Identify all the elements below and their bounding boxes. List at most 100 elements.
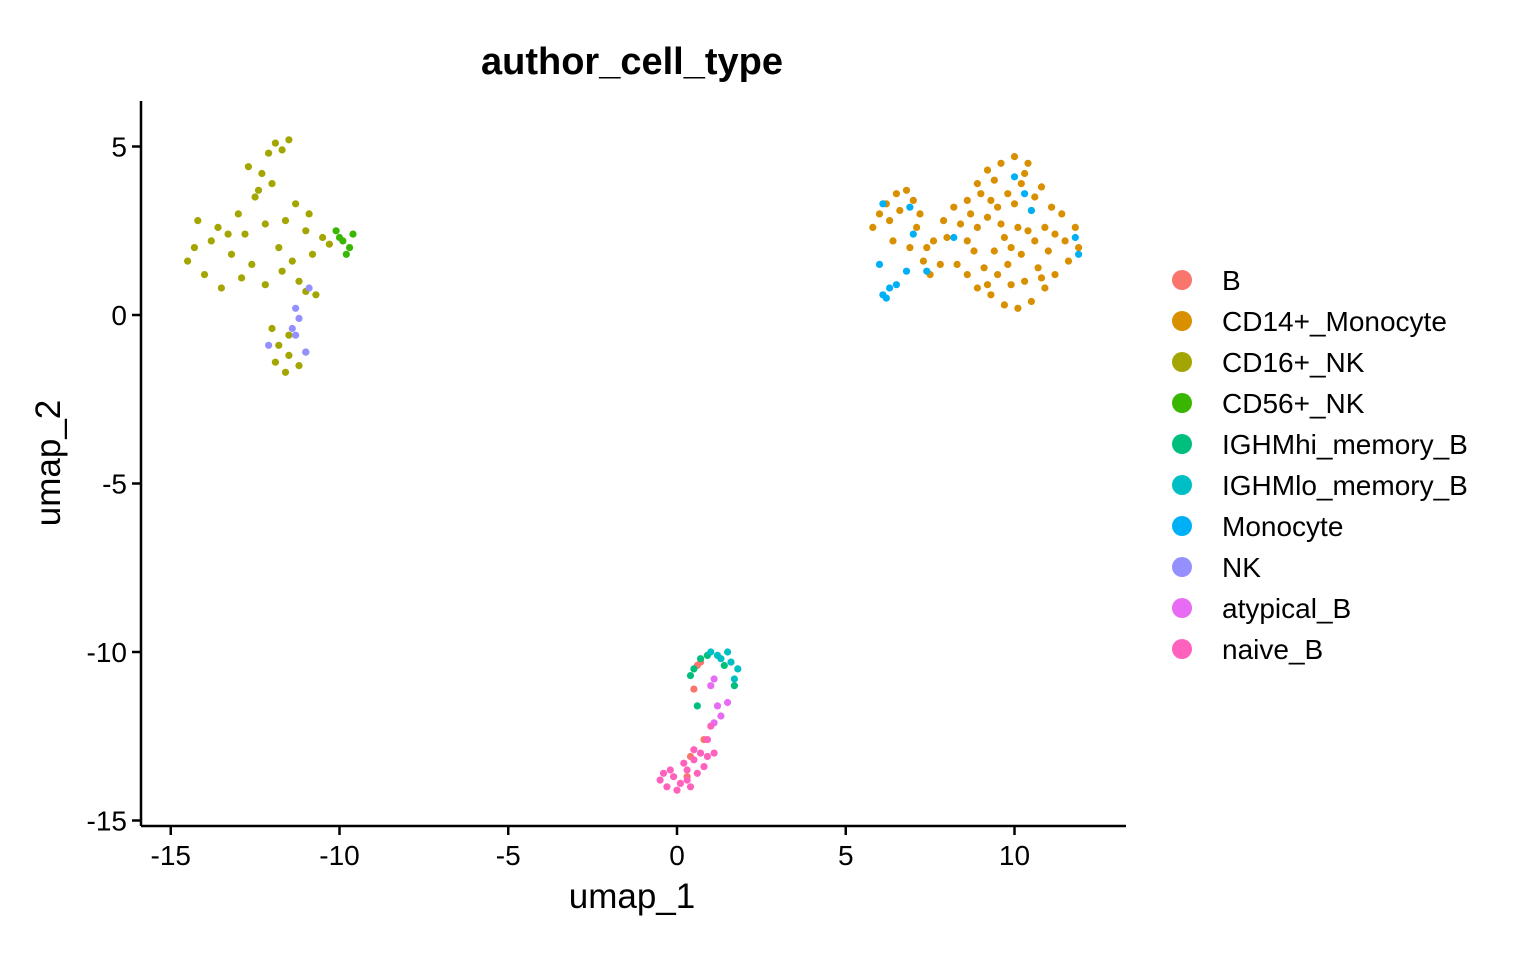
point-naive-b: [703, 736, 712, 744]
point-atypical-b: [710, 675, 718, 683]
points-layer: [184, 136, 1083, 794]
point-cd16-nk: [278, 146, 286, 154]
point-cd16-nk: [241, 230, 249, 238]
point-naive-b: [683, 776, 691, 784]
point-nk: [295, 314, 303, 322]
point-cd14-monocyte: [973, 180, 982, 188]
point-cd14-monocyte: [990, 247, 998, 255]
point-monocyte: [879, 200, 887, 208]
legend-label-monocyte: Monocyte: [1222, 511, 1343, 542]
point-cd56-nk: [349, 230, 357, 238]
point-cd16-nk: [281, 217, 290, 225]
legend-key-atypical-b: [1172, 598, 1192, 618]
point-cd14-monocyte: [1000, 301, 1009, 309]
point-cd14-monocyte: [1017, 250, 1025, 258]
point-cd14-monocyte: [983, 281, 992, 289]
point-cd14-monocyte: [1031, 193, 1039, 201]
point-cd16-nk: [261, 281, 269, 289]
point-naive-b: [700, 763, 708, 771]
point-naive-b: [697, 749, 705, 757]
legend-label-cd16-nk: CD16+_NK: [1222, 347, 1365, 378]
point-cd16-nk: [238, 274, 246, 282]
point-naive-b: [710, 749, 718, 757]
point-cd14-monocyte: [886, 217, 894, 225]
point-cd14-monocyte: [1071, 223, 1079, 231]
point-cd16-nk: [319, 233, 327, 242]
x-tick-label: 10: [999, 840, 1030, 871]
legend-key-cd14-monocyte: [1172, 311, 1192, 331]
point-cd16-nk: [261, 220, 269, 228]
point-cd14-monocyte: [970, 247, 978, 255]
point-cd16-nk: [295, 277, 303, 285]
point-cd14-monocyte: [963, 196, 971, 204]
point-naive-b: [666, 766, 674, 774]
point-ighmlo-memory-b: [707, 648, 715, 656]
point-monocyte: [950, 233, 958, 242]
point-cd16-nk: [285, 351, 293, 359]
point-nk: [302, 348, 310, 356]
y-tick-label: -15: [87, 806, 127, 837]
y-tick-label: -10: [87, 637, 127, 668]
point-monocyte: [1071, 233, 1079, 242]
legend-key-monocyte: [1172, 516, 1192, 536]
x-tick-label: -5: [496, 840, 521, 871]
point-ighmlo-memory-b: [730, 675, 739, 683]
point-cd14-monocyte: [953, 260, 961, 268]
point-atypical-b: [717, 712, 725, 720]
point-naive-b: [683, 766, 691, 774]
point-cd14-monocyte: [902, 186, 911, 194]
point-cd16-nk: [200, 271, 209, 279]
point-cd14-monocyte: [936, 260, 944, 268]
point-cd16-nk: [258, 169, 266, 178]
point-cd14-monocyte: [994, 271, 1002, 279]
point-cd14-monocyte: [994, 203, 1002, 211]
x-axis-ticks: -15 -10 -5 0 5 10: [151, 826, 1030, 871]
point-naive-b: [659, 769, 668, 777]
point-cd14-monocyte: [983, 213, 992, 221]
point-cd14-monocyte: [1010, 200, 1019, 208]
point-monocyte: [1021, 190, 1029, 198]
point-cd14-monocyte: [1017, 180, 1025, 188]
point-ighmlo-memory-b: [724, 648, 732, 656]
point-nk: [265, 341, 273, 349]
point-naive-b: [670, 773, 678, 781]
y-axis-ticks: 5 0 -5 -10 -15: [87, 132, 141, 837]
point-naive-b: [690, 756, 698, 764]
point-naive-b: [676, 779, 685, 788]
point-cd16-nk: [227, 250, 236, 258]
point-cd14-monocyte: [967, 210, 975, 218]
point-monocyte: [1075, 250, 1083, 258]
point-cd14-monocyte: [977, 190, 985, 198]
point-cd14-monocyte: [909, 196, 917, 204]
point-cd14-monocyte: [1021, 277, 1029, 285]
point-atypical-b: [724, 698, 732, 707]
point-cd16-nk: [224, 230, 232, 238]
point-b: [690, 685, 698, 693]
point-cd16-nk: [305, 210, 313, 218]
legend-key-naive-b: [1172, 639, 1192, 659]
point-cd14-monocyte: [875, 210, 884, 218]
point-cd14-monocyte: [1010, 153, 1019, 161]
point-cd14-monocyte: [1007, 281, 1015, 289]
point-naive-b: [663, 783, 671, 791]
point-cd14-monocyte: [1075, 244, 1083, 252]
point-ighmlo-memory-b: [734, 665, 742, 673]
point-cd16-nk: [292, 200, 300, 208]
point-cd16-nk: [275, 244, 283, 252]
y-tick-label: -5: [102, 469, 127, 500]
point-cd16-nk: [265, 149, 273, 157]
point-cd14-monocyte: [983, 166, 992, 174]
point-cd16-nk: [285, 136, 293, 144]
point-cd16-nk: [281, 368, 290, 376]
point-cd14-monocyte: [1061, 237, 1069, 245]
point-ighmhi-memory-b: [697, 655, 705, 663]
point-cd14-monocyte: [1007, 244, 1015, 252]
point-cd16-nk: [268, 324, 276, 333]
point-cd56-nk: [332, 227, 340, 235]
point-cd16-nk: [194, 217, 202, 225]
x-axis-label: umap_1: [569, 877, 695, 916]
legend-key-cd16-nk: [1172, 352, 1192, 372]
point-monocyte: [1010, 173, 1019, 181]
legend-label-ighmhi-memory-b: IGHMhi_memory_B: [1222, 429, 1468, 460]
